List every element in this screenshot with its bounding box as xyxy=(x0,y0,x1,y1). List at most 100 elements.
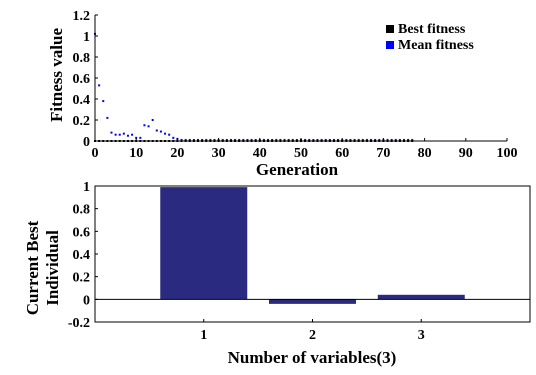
mean-fitness-point xyxy=(320,138,323,141)
best-individual-y-tick-label: 1 xyxy=(83,180,90,195)
mean-fitness-point xyxy=(328,138,331,141)
fitness-x-tick-label: 100 xyxy=(497,146,518,161)
mean-fitness-point xyxy=(155,129,158,132)
mean-fitness-point xyxy=(386,138,389,141)
mean-fitness-point xyxy=(332,138,335,141)
fitness-tick-labels: 0 10 20 30 40 50 60 70 80 90 100 0 0.2 0.4 0.6 0.8 1 1.2 xyxy=(73,9,518,161)
mean-fitness-point xyxy=(238,138,241,141)
fitness-x-tick-label: 20 xyxy=(170,146,184,161)
mean-fitness-point xyxy=(378,138,381,141)
mean-fitness-point xyxy=(180,138,183,141)
mean-fitness-point xyxy=(126,134,129,137)
mean-fitness-point xyxy=(197,138,199,141)
mean-fitness-point xyxy=(159,130,162,133)
mean-fitness-point xyxy=(304,138,307,141)
legend-swatch-best-fitness xyxy=(386,25,394,33)
mean-fitness-point xyxy=(250,138,253,141)
mean-fitness-point xyxy=(324,138,327,141)
mean-fitness-point xyxy=(291,138,294,141)
mean-fitness-point xyxy=(279,138,282,141)
fitness-y-tick-label: 0.6 xyxy=(73,72,91,87)
mean-fitness-point xyxy=(353,138,356,141)
legend-label-best-fitness: Best fitness xyxy=(398,22,466,37)
fitness-x-tick-label: 90 xyxy=(459,146,473,161)
mean-fitness-point xyxy=(114,133,117,136)
fitness-x-axis-label: Generation xyxy=(256,160,339,179)
bar-variable-1 xyxy=(160,187,248,300)
mean-fitness-point xyxy=(316,138,319,141)
best-individual-x-tick-label: 3 xyxy=(418,328,425,343)
fitness-x-tick-label: 80 xyxy=(418,146,432,161)
fitness-x-tick-label: 10 xyxy=(129,146,143,161)
best-individual-tick-labels: 1 2 3 -0.2 0 0.2 0.4 0.6 0.8 1 xyxy=(68,180,425,343)
best-individual-y-tick-label: 0.6 xyxy=(73,225,91,240)
mean-fitness-point xyxy=(139,136,142,139)
best-individual-y-tick-label: 0.4 xyxy=(73,248,91,263)
mean-fitness-point xyxy=(225,138,228,141)
best-individual-y-label-line-2: Individual xyxy=(43,230,62,306)
mean-fitness-point xyxy=(267,138,270,141)
mean-fitness-point xyxy=(192,138,195,141)
mean-fitness-point xyxy=(143,124,146,127)
mean-fitness-point xyxy=(295,138,298,141)
fitness-x-tick-label: 60 xyxy=(335,146,349,161)
fitness-y-tick-label: 0.4 xyxy=(73,93,91,108)
fitness-y-tick-label: 1 xyxy=(83,30,90,45)
mean-fitness-point xyxy=(370,138,373,141)
best-individual-x-tick-label: 1 xyxy=(200,328,207,343)
mean-fitness-point xyxy=(213,138,216,141)
mean-fitness-point xyxy=(172,136,175,139)
mean-fitness-point xyxy=(345,138,348,141)
fitness-points xyxy=(94,32,414,142)
mean-fitness-point xyxy=(374,138,377,141)
mean-fitness-point xyxy=(229,138,232,141)
mean-fitness-point xyxy=(411,138,414,141)
mean-fitness-point xyxy=(110,131,113,134)
best-individual-x-axis-label: Number of variables(3) xyxy=(228,348,397,367)
fitness-y-axis-label: Fitness value xyxy=(47,28,66,122)
mean-fitness-point xyxy=(209,138,212,141)
mean-fitness-point xyxy=(308,138,311,141)
mean-fitness-point xyxy=(131,133,134,136)
mean-fitness-point xyxy=(262,138,265,141)
mean-fitness-point xyxy=(357,138,360,141)
best-individual-chart: 1 2 3 -0.2 0 0.2 0.4 0.6 0.8 1 Number of variable… xyxy=(23,180,531,367)
best-individual-y-tick-label: 0.8 xyxy=(73,203,91,218)
mean-fitness-point xyxy=(398,138,401,141)
mean-fitness-point xyxy=(403,138,405,141)
best-individual-y-label-line-1: Current Best xyxy=(23,220,42,315)
best-individual-axes xyxy=(94,185,531,323)
mean-fitness-point xyxy=(349,138,352,141)
mean-fitness-point xyxy=(254,138,257,141)
mean-fitness-point xyxy=(201,138,204,141)
mean-fitness-point xyxy=(221,138,224,141)
mean-fitness-point xyxy=(394,138,397,141)
mean-fitness-point xyxy=(151,119,154,121)
mean-fitness-point xyxy=(246,138,249,141)
mean-fitness-point xyxy=(205,138,208,141)
fitness-axes xyxy=(94,14,508,142)
legend-label-mean-fitness: Mean fitness xyxy=(398,38,474,53)
best-individual-bars xyxy=(160,187,465,304)
mean-fitness-point xyxy=(407,138,410,141)
mean-fitness-point xyxy=(312,138,315,141)
fitness-chart: 0 10 20 30 40 50 60 70 80 90 10000.20.40.60.811.2 … xyxy=(47,9,518,179)
best-individual-y-axis-label: Current Best Individual xyxy=(23,220,62,315)
fitness-x-tick-label: 40 xyxy=(253,146,267,161)
best-individual-y-tick-label: 0.2 xyxy=(73,271,91,286)
mean-fitness-point xyxy=(118,133,121,136)
bar-variable-2 xyxy=(269,299,356,304)
fitness-x-tick-label: 0 xyxy=(92,146,99,161)
mean-fitness-point xyxy=(275,138,278,141)
mean-fitness-point xyxy=(122,132,125,135)
fitness-x-tick-label: 30 xyxy=(212,146,226,161)
best-individual-x-tick-label: 2 xyxy=(309,328,316,343)
fitness-y-tick-label: 0.2 xyxy=(73,114,91,129)
legend-swatch-mean-fitness xyxy=(386,41,394,49)
mean-fitness-point xyxy=(337,138,340,141)
mean-fitness-point xyxy=(188,138,191,141)
mean-fitness-point xyxy=(271,138,274,141)
fitness-x-tick-label: 70 xyxy=(376,146,390,161)
bar-variable-3 xyxy=(377,294,465,300)
